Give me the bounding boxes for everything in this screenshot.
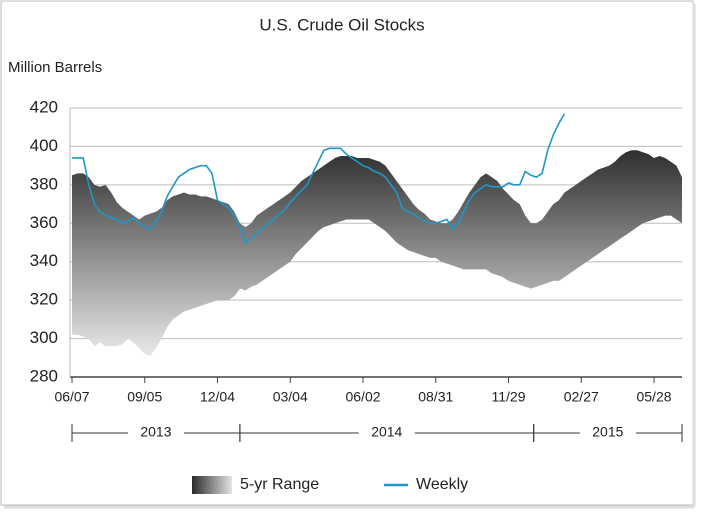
x-tick-label: 12/04 [200,389,235,405]
x-tick-label: 03/04 [273,389,308,405]
weekly-line [72,113,566,244]
axes: 280 300 320 340 360 380 400 420 06/07 09/05 12/04 0… [30,97,683,442]
year-label: 2013 [140,424,171,440]
x-tick-label: 06/07 [54,389,89,405]
y-axis-label: Million Barrels [8,59,102,76]
y-tick-label: 380 [30,174,58,193]
x-tick-label: 09/05 [127,389,162,405]
y-tick-label: 320 [30,290,58,309]
legend-label: Weekly [416,476,468,493]
legend-swatch [192,476,232,494]
y-tick-label: 340 [30,251,58,270]
x-tick-label: 11/29 [492,389,526,405]
y-tick-label: 360 [30,213,58,232]
y-tick-label: 420 [30,97,58,116]
plot [72,113,682,356]
chart-title: U.S. Crude Oil Stocks [259,15,424,34]
y-tick-label: 280 [30,366,58,385]
year-label: 2015 [592,424,623,440]
y-tick-label: 400 [30,136,58,155]
x-tick-label: 08/31 [418,389,453,405]
range-band [72,150,682,356]
y-tick-label: 300 [30,328,58,347]
x-tick-label: 02/27 [564,389,599,405]
year-label: 2014 [371,424,402,440]
x-tick-label: 05/28 [636,389,671,405]
legend-label: 5-yr Range [240,476,319,493]
x-tick-label: 06/02 [345,389,380,405]
